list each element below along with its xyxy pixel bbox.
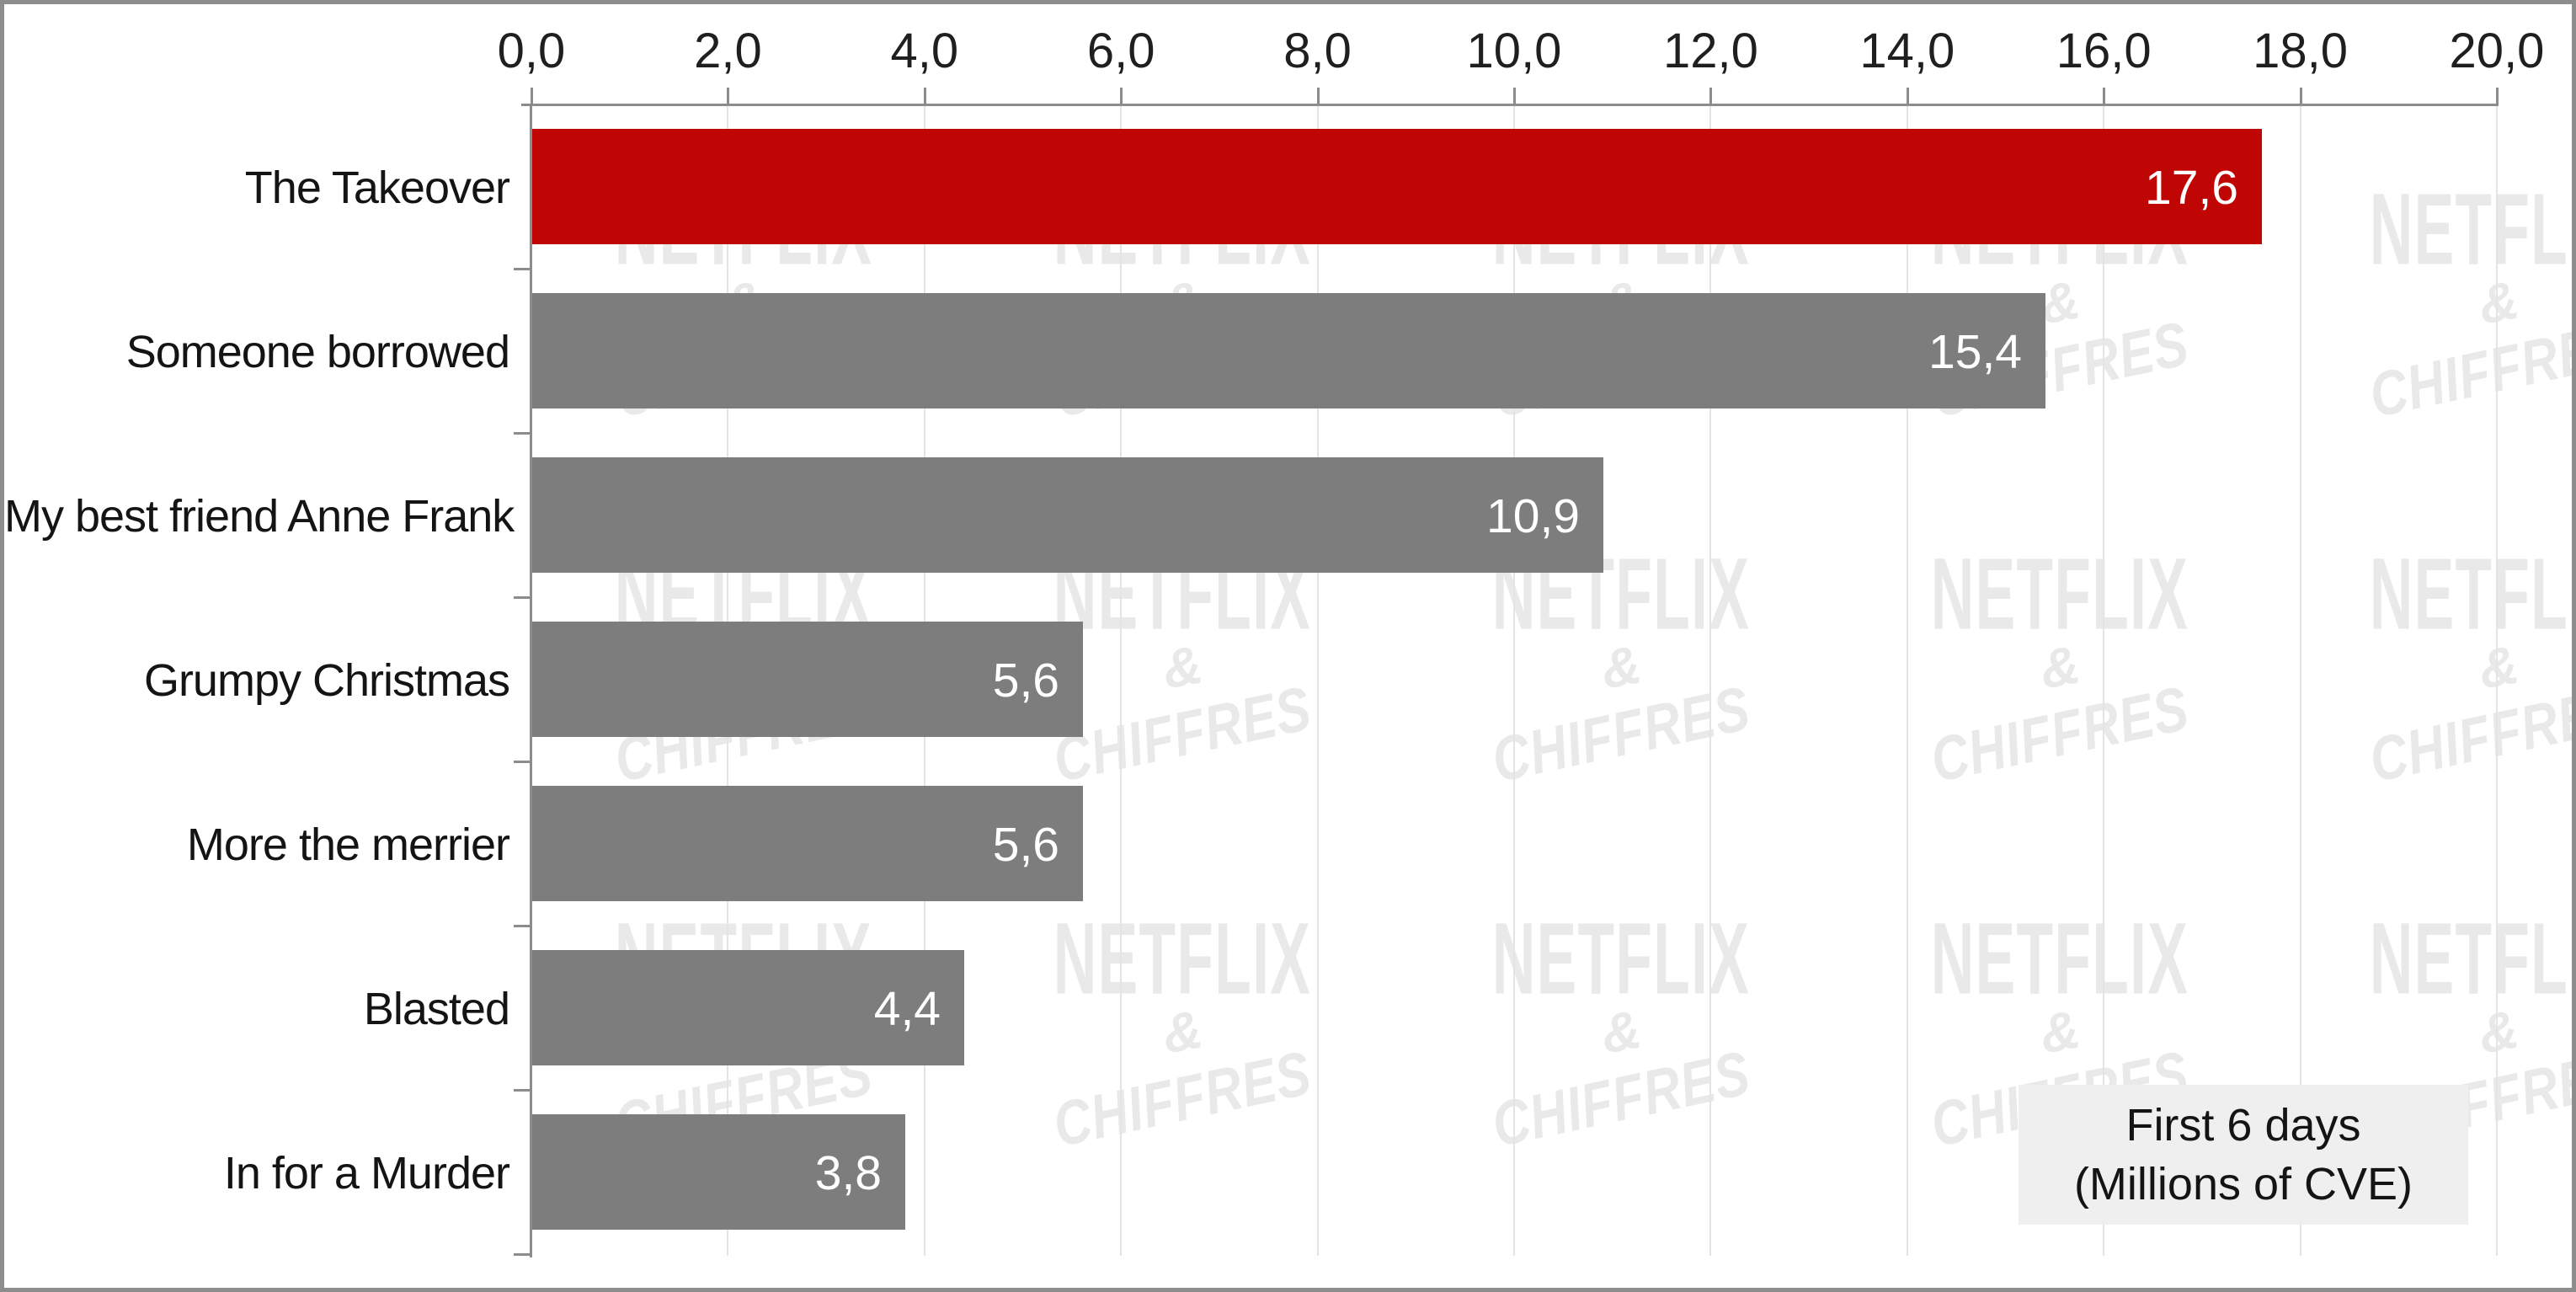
bar: 17,6 bbox=[532, 129, 2262, 244]
annotation-line-2: (Millions of CVE) bbox=[2073, 1159, 2413, 1209]
annotation-layer: First 6 days (Millions of CVE) bbox=[4, 4, 2572, 1288]
x-axis-tick-label: 0,0 bbox=[497, 24, 566, 78]
x-axis-tick-label: 18,0 bbox=[2253, 24, 2349, 78]
bar-value-label: 17,6 bbox=[2145, 161, 2238, 215]
gridline bbox=[2103, 105, 2105, 1256]
x-axis-tick bbox=[923, 88, 926, 106]
category-label: More the merrier bbox=[186, 820, 510, 870]
gridline bbox=[2496, 105, 2498, 1256]
bar: 3,8 bbox=[532, 1114, 905, 1230]
bar-value-label: 10,9 bbox=[1486, 489, 1580, 543]
category-label: In for a Murder bbox=[223, 1148, 510, 1199]
gridline bbox=[1513, 105, 1515, 1256]
x-axis-tick-label: 2,0 bbox=[694, 24, 762, 78]
x-axis-tick-label: 8,0 bbox=[1283, 24, 1352, 78]
annotation-box: First 6 days (Millions of CVE) bbox=[2019, 1085, 2468, 1225]
category-label: My best friend Anne Frank bbox=[4, 491, 515, 542]
y-axis-tick bbox=[514, 1253, 531, 1256]
y-axis-line bbox=[530, 104, 532, 1257]
bar: 10,9 bbox=[532, 457, 1603, 573]
gridline bbox=[2299, 105, 2301, 1256]
x-axis-tick-label: 16,0 bbox=[2056, 24, 2152, 78]
y-axis-tick bbox=[514, 1089, 531, 1092]
bar: 15,4 bbox=[532, 293, 2045, 408]
x-axis-tick-label: 12,0 bbox=[1662, 24, 1758, 78]
x-axis-tick bbox=[531, 88, 533, 106]
x-axis-tick bbox=[1120, 88, 1123, 106]
x-axis-tick-label: 6,0 bbox=[1086, 24, 1155, 78]
x-axis-tick bbox=[2299, 88, 2302, 106]
bar-value-label: 5,6 bbox=[992, 654, 1059, 707]
x-axis-tick bbox=[1513, 88, 1516, 106]
category-label-layer: The Takeover Someone borrowed My best frie… bbox=[4, 4, 2572, 1288]
bar: 4,4 bbox=[532, 950, 964, 1065]
bar-value-label: 3,8 bbox=[814, 1146, 882, 1200]
gridline bbox=[1120, 105, 1123, 1256]
bar-value-label: 5,6 bbox=[992, 818, 1059, 872]
x-axis-tick bbox=[727, 88, 730, 106]
gridline bbox=[1316, 105, 1319, 1256]
x-axis-tick-label: 10,0 bbox=[1466, 24, 1562, 78]
y-axis-tick bbox=[514, 761, 531, 763]
x-axis-tick bbox=[1906, 88, 1909, 106]
x-axis-tick bbox=[1709, 88, 1713, 106]
gridline bbox=[1906, 105, 1908, 1256]
gridline bbox=[1709, 105, 1712, 1256]
bars-layer: 17,6 15,4 10,9 5,6 5,6 4,4 3,8 bbox=[4, 4, 2572, 1288]
x-axis-tick-label: 20,0 bbox=[2449, 24, 2545, 78]
x-axis-tick bbox=[2496, 88, 2499, 106]
x-axis-tick-label: 4,0 bbox=[890, 24, 959, 78]
y-axis-tick bbox=[514, 925, 531, 927]
category-label: Grumpy Christmas bbox=[143, 655, 510, 706]
y-axis-tick bbox=[514, 432, 531, 435]
category-label: Someone borrowed bbox=[125, 327, 510, 377]
bar: 5,6 bbox=[532, 622, 1083, 737]
x-axis-tick bbox=[2103, 88, 2106, 106]
bar-value-label: 15,4 bbox=[1928, 325, 2022, 379]
category-label: Blasted bbox=[363, 984, 510, 1034]
axis-layer: 0,0 2,0 4,0 6,0 8,0 10,0 12,0 14,0 16,0 18,0 20,0 bbox=[4, 4, 2572, 1288]
bar: 5,6 bbox=[532, 786, 1083, 901]
y-axis-tick bbox=[514, 596, 531, 599]
y-axis-tick bbox=[514, 268, 531, 270]
category-label: The Takeover bbox=[244, 163, 510, 213]
x-axis-line bbox=[521, 104, 2497, 106]
bar-value-label: 4,4 bbox=[873, 982, 941, 1036]
x-axis-tick-label: 14,0 bbox=[1859, 24, 1955, 78]
x-axis-tick bbox=[1316, 88, 1320, 106]
annotation-line-1: First 6 days bbox=[2125, 1100, 2361, 1151]
